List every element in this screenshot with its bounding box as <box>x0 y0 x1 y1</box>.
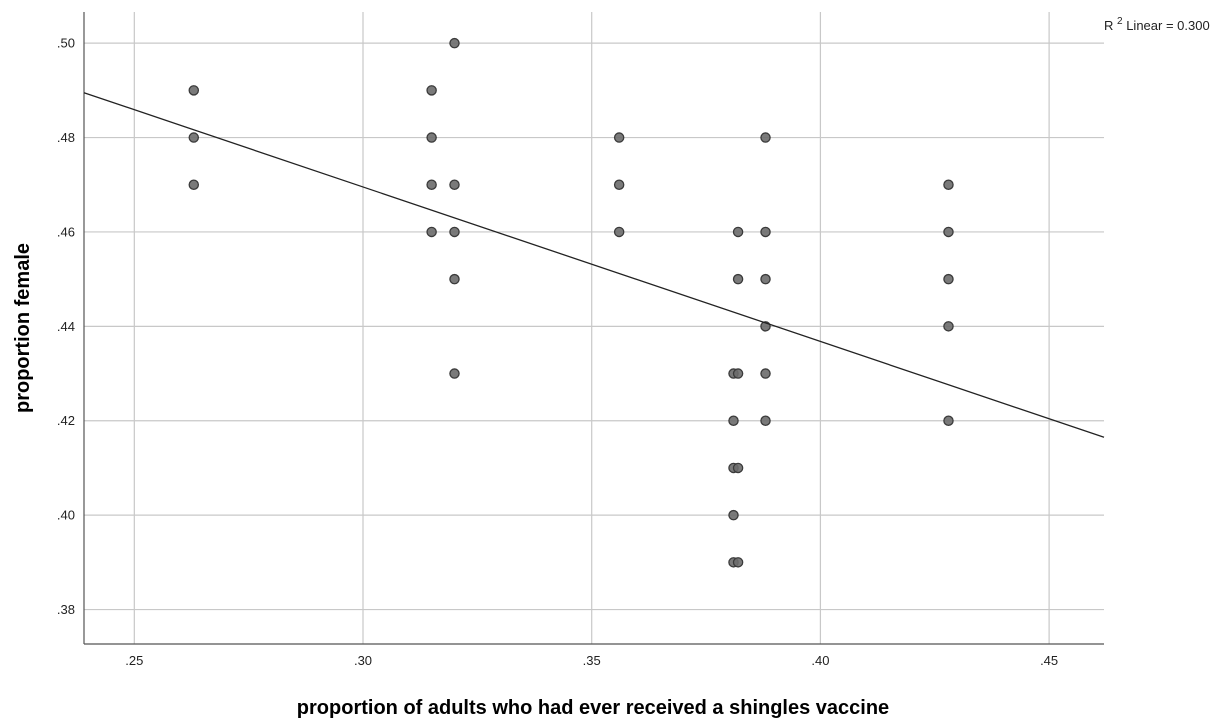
x-tick-label: .40 <box>811 653 829 668</box>
x-tick-label: .30 <box>354 653 372 668</box>
y-axis-title: proportion female <box>12 243 34 413</box>
data-point <box>449 368 460 379</box>
x-tick-label: .35 <box>583 653 601 668</box>
data-point <box>732 273 744 285</box>
data-point <box>760 226 771 238</box>
data-point <box>760 415 771 426</box>
y-tick-label: .42 <box>57 413 75 428</box>
data-point <box>943 415 954 426</box>
r2-superscript: 2 <box>1117 16 1123 27</box>
data-point <box>613 226 625 238</box>
data-point <box>732 462 744 474</box>
r2-value: Linear = 0.300 <box>1126 18 1209 33</box>
data-point <box>943 179 954 190</box>
data-point <box>943 226 954 238</box>
data-point <box>426 179 437 190</box>
linear-fit-line <box>83 92 1105 438</box>
data-point <box>426 85 437 96</box>
y-tick-label: .44 <box>57 319 75 334</box>
data-point <box>760 273 771 285</box>
x-tick-label: .45 <box>1040 653 1058 668</box>
x-tick-label: .25 <box>125 653 143 668</box>
y-tick-label: .40 <box>57 508 75 523</box>
data-point <box>449 179 460 190</box>
data-point <box>449 37 460 49</box>
x-axis-title: proportion of adults who had ever receiv… <box>297 697 889 719</box>
y-tick-label: .50 <box>57 36 75 51</box>
grid-lines <box>84 12 1104 644</box>
data-point <box>449 226 460 238</box>
fit-line-group <box>83 92 1105 438</box>
data-point <box>188 132 200 143</box>
data-points <box>188 37 954 568</box>
y-tick-label: .46 <box>57 224 75 239</box>
data-point <box>732 557 744 568</box>
data-point <box>426 226 437 238</box>
data-point <box>943 321 954 332</box>
data-point <box>613 179 625 190</box>
r2-annotation: R 2 Linear = 0.300 <box>1104 12 1210 33</box>
data-point <box>426 132 437 143</box>
data-point <box>188 85 200 96</box>
data-point <box>728 415 739 426</box>
data-point <box>732 368 744 379</box>
x-tick-labels: .25 .30 .35 .40 .45 <box>125 653 1058 668</box>
data-point <box>760 368 771 379</box>
y-tick-labels: .38 .40 .42 .44 .46 .48 .50 <box>57 36 75 617</box>
data-point <box>728 509 739 521</box>
data-point <box>613 132 625 143</box>
y-tick-label: .38 <box>57 602 75 617</box>
data-point <box>188 179 200 190</box>
y-tick-label: .48 <box>57 130 75 145</box>
data-point <box>449 273 460 285</box>
axes <box>83 12 1104 645</box>
data-point <box>943 273 954 285</box>
data-point <box>760 132 771 143</box>
r2-prefix: R <box>1104 18 1113 33</box>
data-point <box>732 226 744 238</box>
